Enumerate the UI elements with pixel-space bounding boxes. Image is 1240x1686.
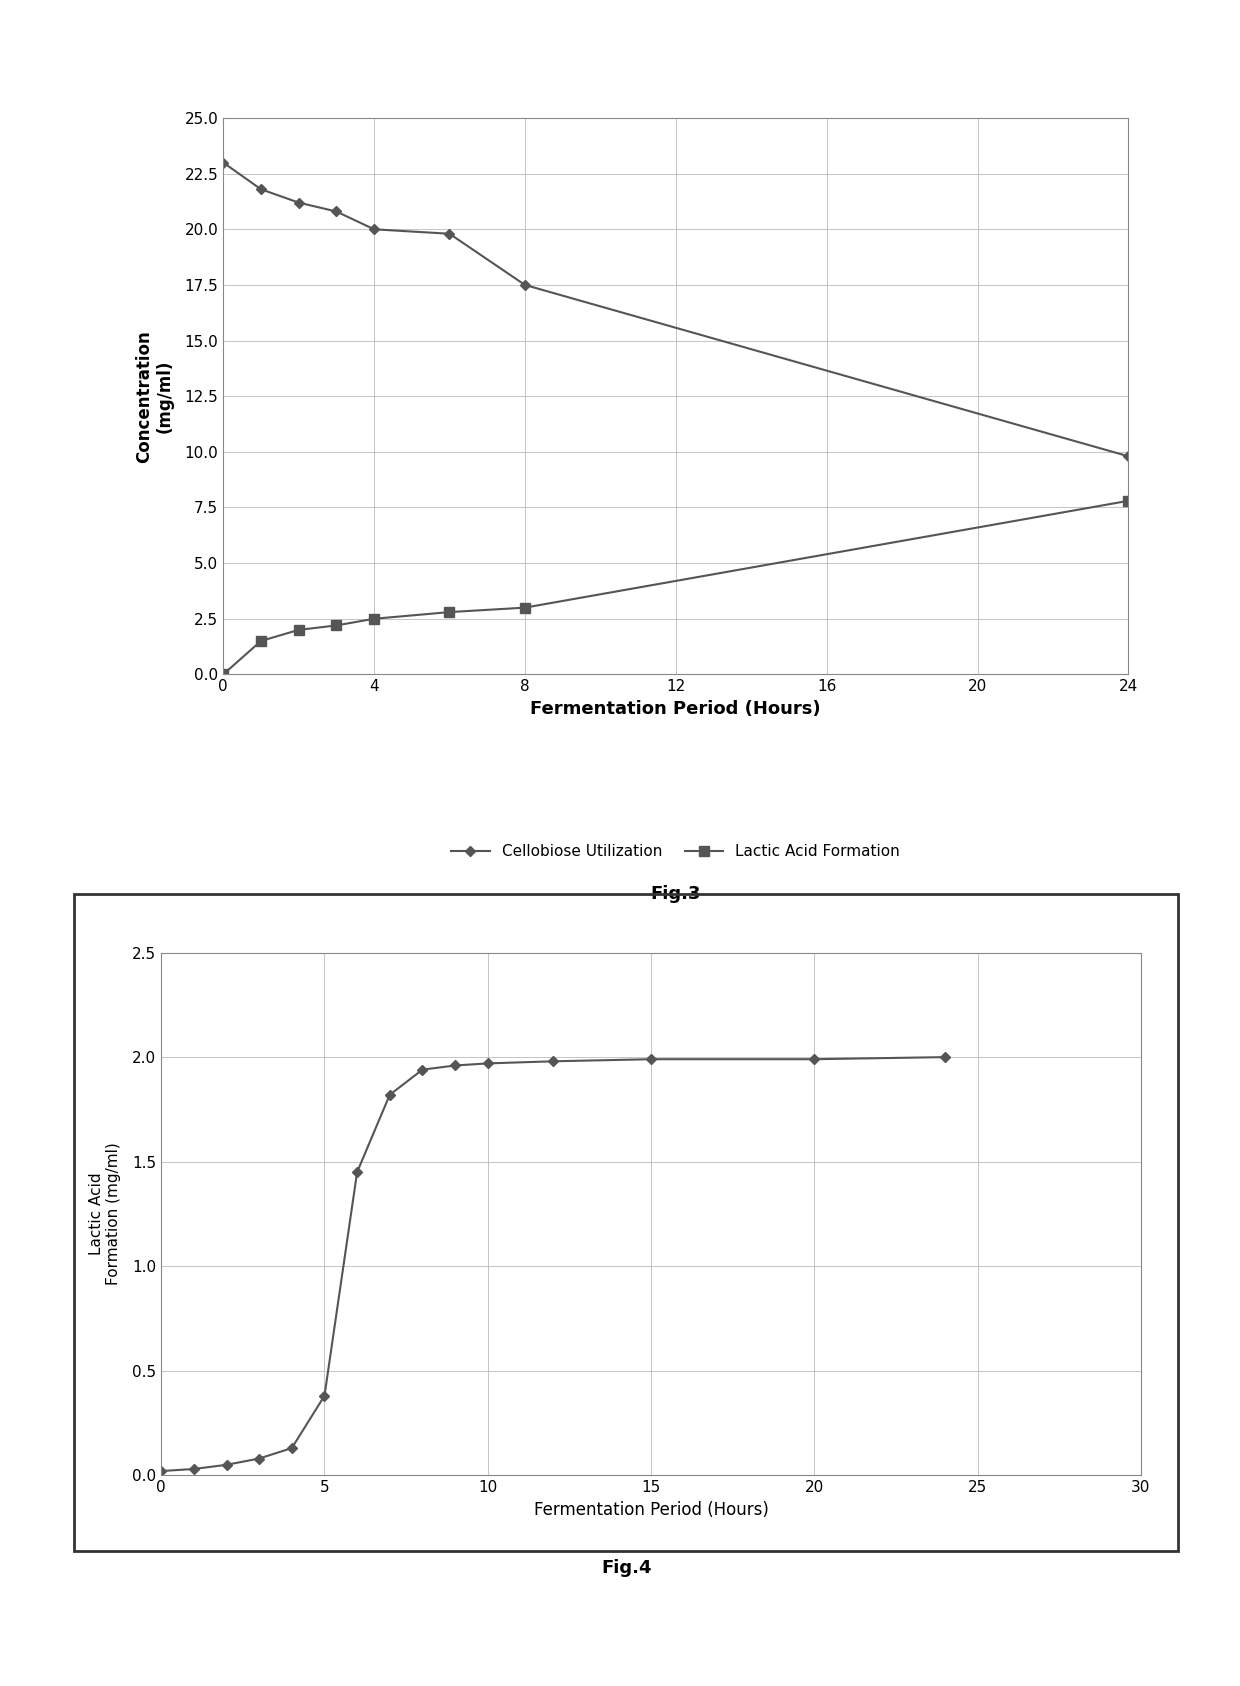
Text: Fig.4: Fig.4 <box>601 1560 651 1576</box>
Y-axis label: Lactic Acid
Formation (mg/ml): Lactic Acid Formation (mg/ml) <box>89 1143 122 1285</box>
Text: Fig.3: Fig.3 <box>651 885 701 902</box>
X-axis label: Fermentation Period (Hours): Fermentation Period (Hours) <box>531 700 821 718</box>
Legend: Cellobiose Utilization, Lactic Acid Formation: Cellobiose Utilization, Lactic Acid Form… <box>445 838 906 865</box>
X-axis label: Fermentation Period (Hours): Fermentation Period (Hours) <box>533 1501 769 1519</box>
Y-axis label: Concentration
(mg/ml): Concentration (mg/ml) <box>135 330 174 462</box>
